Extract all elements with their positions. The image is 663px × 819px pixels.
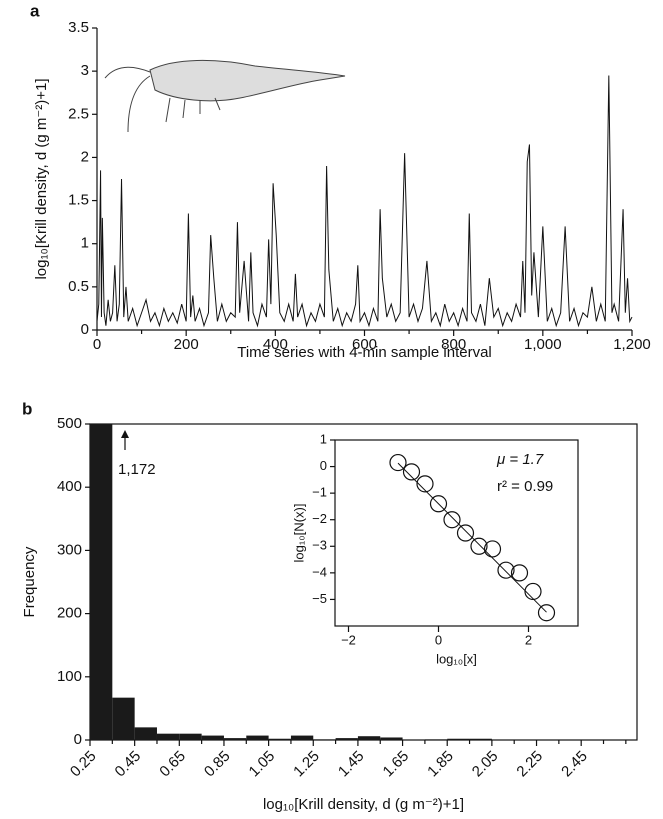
krill-body	[149, 59, 346, 102]
y-tick-label: 400	[57, 478, 82, 495]
plot-frame	[89, 423, 638, 741]
scatter-point	[416, 475, 434, 493]
x-tick-label: 1.85	[424, 748, 457, 781]
x-tick-label: 1.05	[246, 748, 279, 781]
y-axis-label: log₁₀[N(x)]	[291, 504, 306, 563]
scatter-point	[537, 604, 556, 622]
panel-label: b	[22, 399, 32, 418]
x-tick-label: 2	[525, 632, 532, 647]
x-tick-label: 1.45	[335, 748, 368, 781]
x-tick-label: 0.85	[201, 748, 234, 781]
histogram-bar	[179, 733, 202, 740]
scatter-point	[456, 524, 475, 542]
x-tick-label: 1,200	[613, 336, 651, 353]
scatter-point	[402, 463, 421, 481]
scatter-point	[510, 564, 529, 582]
y-tick-label: 1.5	[68, 192, 89, 209]
x-tick-label: 800	[441, 336, 466, 353]
scatter-point	[483, 540, 502, 558]
histogram-bar	[424, 739, 448, 740]
y-axis-label: Frequency	[21, 546, 38, 617]
x-tick-label: 200	[174, 336, 199, 353]
histogram-bar	[112, 697, 135, 740]
y-tick-label: 1	[320, 431, 327, 446]
y-tick-label: 0.5	[68, 278, 89, 295]
histogram-bar	[90, 424, 113, 740]
series-line	[96, 75, 633, 328]
scatter-point	[497, 561, 515, 579]
x-tick-label: 400	[263, 336, 288, 353]
y-tick-label: 2.5	[68, 105, 89, 122]
histogram-bar	[268, 738, 291, 740]
scatter-point	[429, 495, 448, 513]
histogram-bar	[335, 738, 358, 740]
scatter-point	[470, 537, 488, 555]
y-tick-label: 2	[81, 148, 89, 165]
x-tick-label: 0	[435, 632, 442, 647]
histogram-bar	[290, 735, 314, 740]
scatter-point	[443, 511, 461, 529]
x-tick-label: 2.45	[558, 748, 591, 781]
histogram-bar	[201, 735, 224, 740]
histogram-bar	[134, 727, 157, 740]
mu-label: μ = 1.7	[496, 451, 544, 468]
y-tick-label: −1	[312, 485, 327, 500]
x-axis-label: log₁₀[Krill density, d (g m⁻²)+1]	[263, 796, 464, 813]
x-tick-label: 1,000	[524, 336, 562, 353]
x-tick-label: 2.05	[469, 748, 502, 781]
y-tick-label: −3	[312, 538, 327, 553]
y-tick-label: 500	[57, 415, 82, 432]
y-tick-label: 3	[81, 62, 89, 79]
histogram-bar	[447, 738, 470, 740]
krill-illustration	[104, 59, 346, 133]
y-tick-label: 0	[74, 731, 82, 748]
x-tick-label: 0	[93, 336, 101, 353]
histogram-bar	[313, 739, 336, 740]
y-tick-label: −5	[312, 591, 327, 606]
plot-frame	[334, 439, 579, 627]
scatter-point	[389, 453, 407, 472]
histogram-bar	[380, 737, 403, 740]
histogram-bar	[223, 738, 247, 740]
r2-label: r² = 0.99	[497, 478, 553, 495]
y-tick-label: −2	[312, 511, 327, 526]
annotation-arrowhead	[121, 430, 129, 438]
x-tick-label: 2.25	[513, 748, 546, 781]
x-tick-label: 0.45	[112, 748, 145, 781]
y-tick-label: 3.5	[68, 19, 89, 36]
x-tick-label: 1.65	[380, 748, 413, 781]
y-tick-label: 1	[81, 235, 89, 252]
y-tick-label: 0	[320, 458, 327, 473]
x-tick-label: 600	[352, 336, 377, 353]
y-tick-label: −4	[312, 564, 327, 579]
x-tick-label: 1.25	[290, 748, 323, 781]
scatter-point	[524, 582, 542, 601]
x-axis-label: log₁₀[x]	[436, 651, 477, 666]
histogram-bar	[246, 735, 269, 740]
x-tick-label: −2	[341, 632, 356, 647]
x-axis-label: Time series with 4-min sample interval	[237, 344, 492, 361]
y-tick-label: 200	[57, 605, 82, 622]
x-tick-label: 0.65	[156, 748, 189, 781]
y-tick-label: 300	[57, 541, 82, 558]
y-tick-label: 0	[81, 321, 89, 338]
histogram-bar	[357, 736, 381, 740]
histogram-bar	[469, 738, 492, 740]
x-tick-label: 0.25	[67, 748, 100, 781]
annotation: 1,172	[118, 461, 156, 478]
histogram-bar	[156, 733, 180, 740]
y-axis-label: log₁₀[Krill density, d (g m⁻²)+1]	[33, 78, 50, 279]
krill-limbs	[104, 66, 221, 133]
y-tick-label: 100	[57, 668, 82, 685]
panel-label: a	[30, 1, 40, 20]
